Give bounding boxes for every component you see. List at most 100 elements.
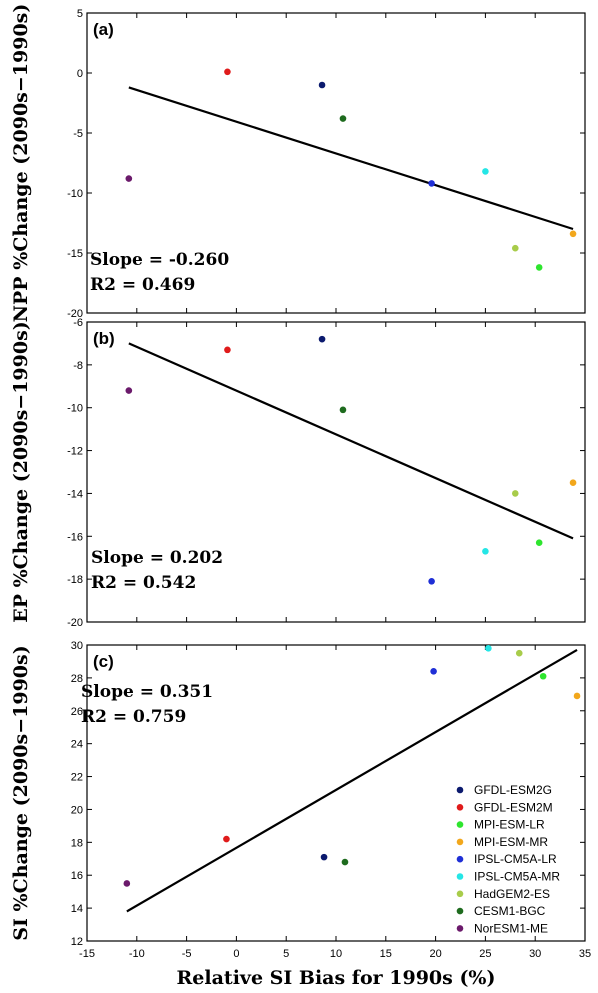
point-ipsl-cm5a-mr [485,644,492,652]
point-hadgem2-es [515,649,523,657]
y-tick-label: 20 [71,804,83,816]
legend-marker [456,855,464,863]
x-tick-label: 0 [233,948,239,960]
panel-label: (a) [93,20,114,39]
point-gfdl-esm2g [318,81,326,89]
y-axis-label: NPP %Change (2090s−1990s) [10,4,32,323]
point-ipsl-cm5a-lr [428,577,435,585]
legend-label: GFDL-ESM2M [474,800,553,814]
y-tick-label: 16 [71,870,83,882]
panel-a: -20 -15 -10 -5 0 5 NPP %Change (2090s−1990s) (a… [10,4,586,323]
x-tick-label: 5 [283,948,289,960]
legend-label: GFDL-ESM2G [474,783,552,797]
point-gfdl-esm2m [223,835,230,843]
point-mpi-esm-mr [569,230,577,238]
point-ipsl-cm5a-lr [428,180,435,187]
point-gfdl-esm2g [320,853,328,861]
x-tick-label: 30 [529,948,541,960]
point-hadgem2-es [511,490,519,497]
y-tick-label: -10 [67,188,83,200]
x-tick-label: -15 [79,948,95,960]
legend-label: NorESM1-ME [474,921,548,935]
y-tick-label: -16 [67,531,83,543]
r2-text: R2 = 0.542 [91,573,196,593]
regression-line [128,86,574,231]
y-tick-label: -8 [73,360,83,372]
y-tick-label: -20 [67,308,83,320]
point-cesm1-bgc [339,115,347,122]
legend-label: CESM1-BGC [474,904,546,918]
x-tick-label: 15 [380,948,392,960]
x-tick-label: -5 [182,948,192,960]
y-tick-label: -5 [73,128,83,140]
y-tick-label: -12 [67,446,83,458]
point-gfdl-esm2m [224,346,231,354]
legend-marker [456,925,464,932]
y-tick-label: 30 [71,640,83,652]
point-ipsl-cm5a-mr [482,168,489,175]
legend-marker [456,838,464,846]
slope-text: Slope = 0.351 [81,682,213,702]
point-ipsl-cm5a-lr [430,668,437,675]
y-axis-label: EP %Change (2090s−1990s) [10,321,32,623]
point-mpi-esm-mr [569,479,577,487]
legend-marker [456,804,464,811]
point-mpi-esm-lr [539,672,547,680]
panel-b: -20 -18 -16 -14 -12 -10 -8 -6 EP %Change (2090s−… [10,317,586,629]
point-noresm1-me [123,880,131,887]
y-tick-label: 5 [77,8,83,20]
y-tick-label: 0 [77,68,83,80]
panel-c: 12 14 16 18 20 22 24 26 28 30 SI %Change (2090s−19… [10,640,586,948]
y-tick-label: 18 [71,837,83,849]
y-tick-label: 28 [71,673,83,685]
r2-text: R2 = 0.759 [81,707,186,727]
y-tick-label: -20 [67,617,83,629]
slope-text: Slope = -0.260 [90,250,229,270]
point-mpi-esm-lr [535,264,543,271]
y-tick-label: 24 [71,739,83,751]
point-gfdl-esm2g [318,335,326,343]
point-noresm1-me [125,175,133,182]
x-tick-label: -10 [129,948,145,960]
point-noresm1-me [125,387,133,394]
point-mpi-esm-lr [535,539,543,547]
x-tick-label: 25 [479,948,491,960]
x-tick-label: 20 [429,948,441,960]
point-ipsl-cm5a-mr [482,547,489,555]
point-gfdl-esm2m [224,68,231,76]
legend-marker [456,873,464,880]
legend-marker [456,786,464,794]
r2-text: R2 = 0.469 [90,275,195,295]
point-hadgem2-es [511,244,519,252]
y-tick-label: -18 [67,574,83,586]
y-tick-label: -15 [67,248,83,260]
legend: GFDL-ESM2G GFDL-ESM2M MPI-ESM-LR MPI-ESM-MR… [456,783,560,935]
y-tick-label: 14 [71,903,83,915]
x-axis-label: Relative SI Bias for 1990s (%) [177,967,496,989]
legend-marker [456,890,464,898]
regression-line [128,342,574,540]
regression-line [126,648,578,913]
legend-label: MPI-ESM-MR [474,835,548,849]
point-mpi-esm-mr [573,692,581,700]
x-tick-label: 35 [579,948,591,960]
y-axis-label: SI %Change (2090s−1990s) [10,645,32,940]
legend-label: HadGEM2-ES [474,887,550,901]
slope-text: Slope = 0.202 [91,548,223,568]
y-tick-label: -14 [67,488,83,500]
y-tick-label: 12 [71,936,83,948]
y-tick-label: -6 [73,317,83,329]
legend-label: IPSL-CM5A-LR [474,852,557,866]
point-cesm1-bgc [341,858,349,866]
legend-label: IPSL-CM5A-MR [474,870,560,884]
legend-label: MPI-ESM-LR [474,818,545,832]
panel-label: (b) [93,329,115,348]
point-cesm1-bgc [339,406,347,414]
legend-marker [456,907,464,915]
y-tick-label: -10 [67,403,83,415]
legend-marker [456,821,464,828]
y-tick-label: 22 [71,772,83,784]
y-tick-label: 26 [71,706,83,718]
panel-label: (c) [93,652,114,671]
